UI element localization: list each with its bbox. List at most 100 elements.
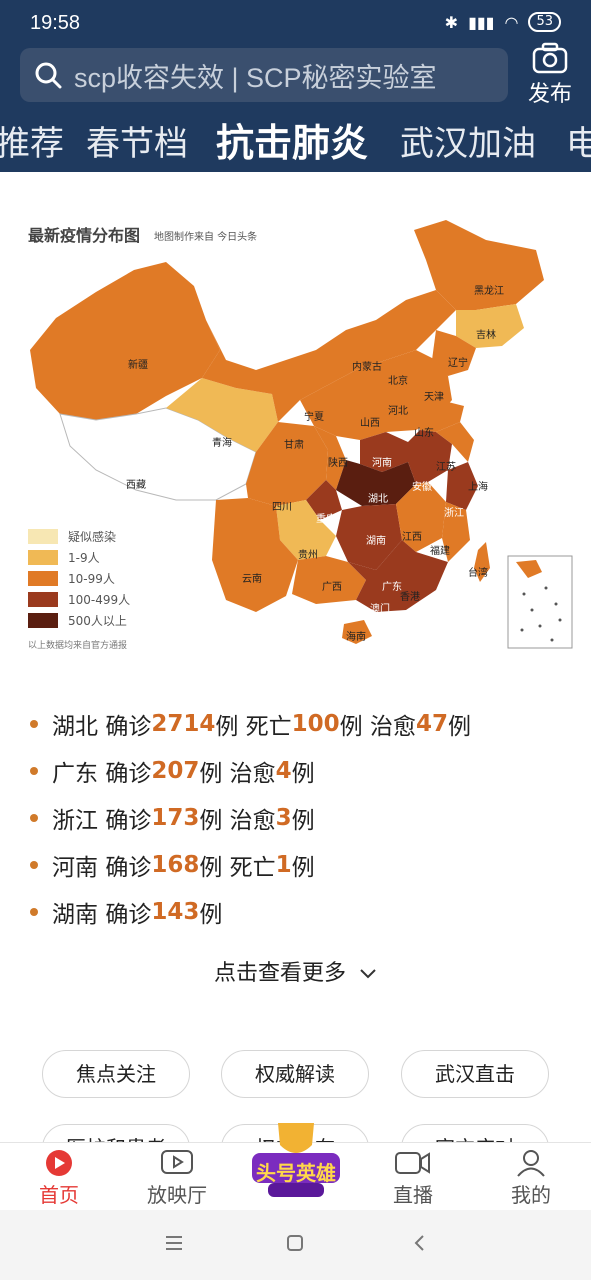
stat-unit: 例 xyxy=(199,901,223,928)
stat-value: 100 xyxy=(291,710,340,737)
label-jilin: 吉林 xyxy=(476,330,496,341)
legend-label: 10-99人 xyxy=(68,572,115,586)
stat-label: 死亡 xyxy=(245,713,292,740)
stat-row-zhejiang[interactable]: 浙江 确诊 173 例 治愈 3 例 xyxy=(30,794,570,841)
stat-unit: 例 xyxy=(215,713,239,740)
back-icon[interactable] xyxy=(412,1234,426,1252)
chip-authority[interactable]: 权威解读 xyxy=(221,1050,369,1098)
stat-label: 确诊 xyxy=(105,760,152,787)
nav-mine-label: 我的 xyxy=(511,1183,551,1207)
bullet-dot xyxy=(30,813,38,822)
region-jiangxi xyxy=(396,482,446,552)
see-more-button[interactable]: 点击查看更多 xyxy=(0,955,591,987)
label-guangxi: 广西 xyxy=(322,582,342,593)
nav-cinema-label: 放映厅 xyxy=(147,1183,207,1207)
region-shaanxi xyxy=(314,426,346,490)
bottom-nav: 首页 放映厅 头号英雄 直播 我的 xyxy=(0,1123,591,1210)
region-guangdong xyxy=(348,540,448,612)
nav-cinema[interactable]: 放映厅 xyxy=(132,1149,222,1208)
region-anhui xyxy=(408,430,452,484)
status-icons: ✱ ▮▮▮ ◠ 53 xyxy=(445,12,561,32)
label-hubei: 湖北 xyxy=(368,494,388,505)
tab-wuhan[interactable]: 武汉加油 xyxy=(400,124,536,164)
region-chongqing xyxy=(306,480,342,520)
legend-label: 疑似感染 xyxy=(68,530,117,544)
nav-home-label: 首页 xyxy=(39,1183,79,1207)
label-taiwan: 台湾 xyxy=(468,568,488,579)
home-square-icon[interactable] xyxy=(286,1234,304,1252)
label-ningxia: 宁夏 xyxy=(304,412,324,423)
legend-swatch xyxy=(28,592,58,607)
epidemic-map-card[interactable]: 最新疫情分布图 地图制作来自 今日头条 xyxy=(16,200,576,660)
stat-province: 湖南 xyxy=(52,901,98,928)
stats-list: 湖北 确诊 2714 例 死亡 100 例 治愈 47 例 广东 确诊 207 例 治愈 4 例 浙… xyxy=(30,700,570,935)
search-icon xyxy=(35,62,62,89)
nav-mine[interactable]: 我的 xyxy=(486,1149,576,1208)
region-xinjiang xyxy=(30,262,220,420)
system-nav-bar xyxy=(0,1210,591,1280)
region-qinghai xyxy=(166,378,278,452)
label-shanxi: 山西 xyxy=(360,418,380,429)
stat-unit: 例 xyxy=(447,713,471,740)
trophy-icon xyxy=(252,1123,340,1197)
menu-icon[interactable] xyxy=(164,1234,184,1252)
stat-value: 207 xyxy=(151,757,200,784)
stat-label: 确诊 xyxy=(105,854,152,881)
search-input[interactable]: scp收容失效 | SCP秘密实验室 xyxy=(20,48,508,102)
stat-value: 47 xyxy=(415,710,448,737)
stat-unit: 例 xyxy=(199,760,223,787)
region-guizhou xyxy=(276,500,336,560)
legend-swatch xyxy=(28,550,58,565)
region-north-belt xyxy=(202,290,456,422)
region-hunan xyxy=(336,504,402,570)
region-taiwan xyxy=(474,542,490,582)
status-time: 19:58 xyxy=(30,12,81,34)
stat-value: 173 xyxy=(151,804,200,831)
stat-label: 治愈 xyxy=(229,807,276,834)
stat-value: 168 xyxy=(151,851,200,878)
stat-row-hunan[interactable]: 湖南 确诊 143 例 xyxy=(30,888,570,935)
label-tianjin: 天津 xyxy=(424,392,444,403)
nav-live[interactable]: 直播 xyxy=(368,1149,458,1208)
publish-button[interactable]: 发布 xyxy=(520,42,580,108)
bullet-dot xyxy=(30,907,38,916)
hero-label: 头号英雄 xyxy=(256,1161,336,1185)
stat-value: 3 xyxy=(275,804,292,831)
nav-home[interactable]: 首页 xyxy=(14,1149,104,1208)
region-fujian xyxy=(442,502,470,562)
region-north-china xyxy=(300,350,452,440)
legend-swatch xyxy=(28,529,58,544)
label-sichuan: 四川 xyxy=(272,502,292,513)
legend-item: 10-99人 xyxy=(28,568,130,589)
publish-label: 发布 xyxy=(527,82,572,107)
label-chongqing: 重庆 xyxy=(316,514,336,525)
tab-fight-pneumonia[interactable]: 抗击肺炎 xyxy=(216,121,369,165)
tab-recommend[interactable]: 推荐 xyxy=(0,124,64,164)
chip-focus[interactable]: 焦点关注 xyxy=(42,1050,190,1098)
china-map xyxy=(30,220,573,649)
hero-badge[interactable]: 头号英雄 xyxy=(248,1117,344,1205)
wifi-icon: ◠ xyxy=(504,12,519,32)
map-source-note: 以上数据均来自官方通报 xyxy=(28,641,128,651)
region-sichuan xyxy=(246,422,328,506)
region-hainan xyxy=(342,620,372,644)
region-jiangsu xyxy=(436,422,474,462)
label-henan: 河南 xyxy=(372,458,392,469)
top-header: 19:58 ✱ ▮▮▮ ◠ 53 scp收容失效 | SCP秘密实验室 发布 推… xyxy=(0,0,591,172)
stat-row-guangdong[interactable]: 广东 确诊 207 例 治愈 4 例 xyxy=(30,747,570,794)
label-aomen: 澳门 xyxy=(370,604,390,615)
stat-row-hubei[interactable]: 湖北 确诊 2714 例 死亡 100 例 治愈 47 例 xyxy=(30,700,570,747)
bullet-dot xyxy=(30,766,38,775)
tab-more[interactable]: 电 xyxy=(566,124,591,164)
label-hainan: 海南 xyxy=(346,632,366,643)
label-yunnan: 云南 xyxy=(242,574,262,585)
region-zhejiang xyxy=(446,462,478,510)
label-anhui: 安徽 xyxy=(412,482,432,493)
legend-label: 1-9人 xyxy=(68,551,100,565)
nav-live-label: 直播 xyxy=(393,1183,433,1207)
tab-spring-festival[interactable]: 春节档 xyxy=(86,124,188,164)
legend-label: 100-499人 xyxy=(68,593,131,607)
stat-row-henan[interactable]: 河南 确诊 168 例 死亡 1 例 xyxy=(30,841,570,888)
stat-value: 2714 xyxy=(151,710,216,737)
chip-wuhan[interactable]: 武汉直击 xyxy=(401,1050,549,1098)
